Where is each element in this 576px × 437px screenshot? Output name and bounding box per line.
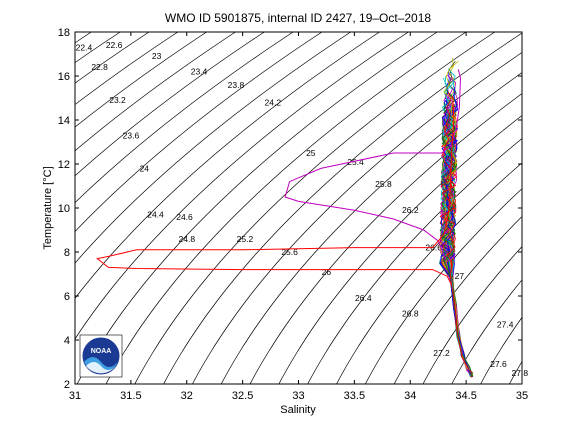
isopycnal-label: 24.8 [179, 234, 196, 244]
isopycnal-label: 23.4 [191, 67, 208, 77]
isopycnal-line [533, 21, 576, 395]
isopycnal-label: 23 [152, 51, 162, 61]
y-axis-label: Temperature [°C] [42, 166, 54, 249]
isopycnal-line [100, 21, 483, 395]
x-tick-label: 32 [181, 390, 193, 402]
isopycnal-line [446, 21, 576, 395]
y-tick-label: 18 [58, 27, 70, 39]
chart-title: WMO ID 5901875, internal ID 2427, 19–Oct… [165, 11, 431, 25]
isopycnal-label: 27.4 [497, 320, 514, 330]
isopycnal-label: 27.8 [512, 368, 529, 378]
y-tick-label: 14 [58, 115, 70, 127]
x-tick-label: 33 [292, 390, 304, 402]
x-tick-label: 35 [516, 390, 528, 402]
x-tick-label: 31.5 [120, 390, 141, 402]
isopycnal-label: 26.4 [355, 293, 372, 303]
y-tick-label: 10 [58, 203, 70, 215]
isopycnal-label: 27 [455, 271, 465, 281]
isopycnal-line [504, 21, 576, 395]
isopycnal-label: 23.6 [123, 130, 140, 140]
isopycnal-line [0, 21, 22, 395]
isopycnal-label: 23.2 [109, 95, 126, 105]
y-tick-label: 4 [64, 335, 70, 347]
x-tick-label: 34 [404, 390, 416, 402]
isopycnal-line [158, 21, 541, 395]
x-axis-label: Salinity [280, 404, 316, 416]
y-tick-label: 12 [58, 159, 70, 171]
isopycnal-label: 24.2 [265, 97, 282, 107]
x-tick-label: 31 [69, 390, 81, 402]
x-tick-label: 34.5 [455, 390, 476, 402]
svg-text:NOAA: NOAA [91, 348, 112, 355]
profile-series-line [285, 69, 460, 260]
isopycnal-label: 22.4 [76, 42, 93, 52]
isopycnal-label: 27.6 [490, 359, 507, 369]
isopycnal-line [562, 21, 576, 395]
isopycnal-line [360, 21, 576, 395]
isopycnal-line [72, 21, 455, 395]
isopycnal-label: 24.4 [147, 210, 164, 220]
y-tick-label: 6 [64, 291, 70, 303]
isopycnal-label: 24.6 [176, 212, 193, 222]
isopycnal-label: 25 [306, 148, 316, 158]
noaa-logo: NOAA [80, 335, 122, 377]
isopycnal-label: 26 [322, 267, 332, 277]
isopycnal-label: 24 [140, 163, 150, 173]
y-tick-label: 2 [64, 379, 70, 391]
profile-series-line [97, 96, 454, 285]
isopycnal-label: 23.8 [228, 80, 245, 90]
isopycnal-label: 27.2 [433, 348, 450, 358]
isopycnal-label: 25.8 [375, 179, 392, 189]
isopycnal-label: 26.8 [402, 309, 419, 319]
isopycnal-line [0, 21, 368, 395]
isopycnal-line [187, 21, 570, 395]
isopycnal-line [475, 21, 576, 395]
x-tick-label: 33.5 [344, 390, 365, 402]
isopycnal-line [273, 21, 576, 395]
y-tick-label: 8 [64, 247, 70, 259]
isopycnal-label: 25.2 [237, 234, 254, 244]
y-tick-label: 16 [58, 71, 70, 83]
x-tick-label: 32.5 [232, 390, 253, 402]
isopycnal-label: 26.2 [402, 205, 419, 215]
isopycnal-label: 22.8 [91, 62, 108, 72]
isopycnal-label: 22.6 [106, 40, 123, 50]
isopycnal-line [0, 21, 252, 395]
